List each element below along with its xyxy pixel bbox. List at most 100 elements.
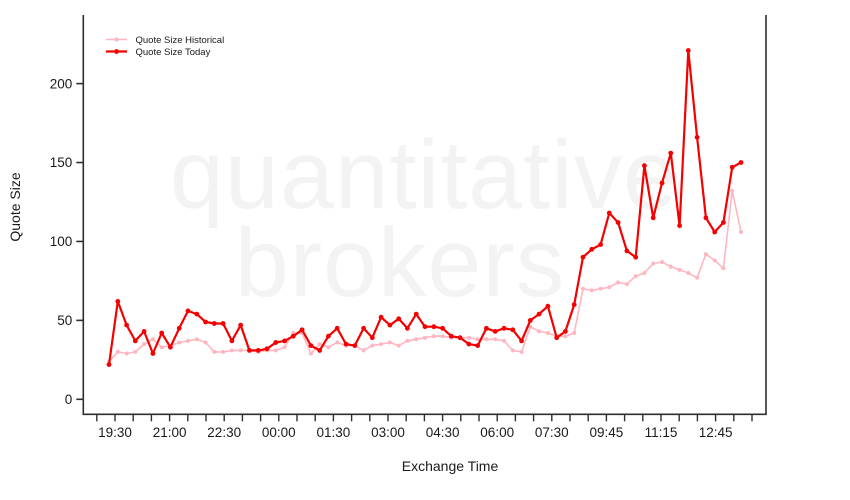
data-point <box>387 322 393 328</box>
data-point <box>493 337 498 342</box>
data-point <box>650 215 656 221</box>
data-point <box>677 223 682 229</box>
data-point <box>694 134 700 140</box>
data-point <box>326 345 331 350</box>
data-point <box>642 163 647 169</box>
data-point <box>730 188 735 193</box>
data-point <box>168 344 173 350</box>
data-point <box>378 314 384 320</box>
y-tick-label: 150 <box>50 155 73 170</box>
data-point <box>308 343 314 348</box>
data-point <box>686 271 691 275</box>
data-point <box>379 342 384 347</box>
data-point <box>387 340 392 345</box>
data-point <box>299 327 305 333</box>
data-point <box>177 340 182 345</box>
data-point <box>343 341 349 347</box>
x-tick-label: 03:00 <box>371 425 405 440</box>
x-tick-label: 00:00 <box>262 425 296 440</box>
data-point <box>317 348 323 353</box>
data-point <box>527 318 533 323</box>
data-point <box>703 252 708 257</box>
data-point <box>739 230 743 234</box>
data-point <box>405 325 410 331</box>
data-point <box>536 311 542 317</box>
data-point <box>142 342 147 347</box>
data-point <box>361 325 366 331</box>
data-point <box>545 331 550 335</box>
data-point <box>484 337 489 342</box>
data-point <box>642 271 647 275</box>
data-point <box>563 329 568 334</box>
legend-point-sample <box>114 49 119 54</box>
data-point <box>475 343 481 348</box>
data-point <box>571 302 577 307</box>
data-point <box>685 48 691 53</box>
data-point <box>221 349 226 354</box>
data-point <box>607 285 612 290</box>
data-point <box>413 311 419 317</box>
data-point <box>448 333 454 339</box>
data-point <box>238 322 244 328</box>
data-point <box>124 351 129 356</box>
x-axis-title: Exchange Time <box>402 458 499 474</box>
x-tick-label: 04:30 <box>426 425 460 440</box>
x-tick-label: 22:30 <box>207 425 241 440</box>
data-point <box>712 258 717 263</box>
data-point <box>537 329 542 334</box>
data-point <box>703 215 709 221</box>
data-point <box>519 338 524 344</box>
data-point <box>589 246 595 252</box>
watermark-line1: quantitative <box>170 120 678 229</box>
data-point <box>624 282 629 287</box>
series-quote-size-historical <box>107 188 743 364</box>
data-point <box>660 260 664 264</box>
data-point <box>115 349 120 354</box>
x-tick-label: 11:15 <box>645 425 678 440</box>
data-point <box>422 324 428 330</box>
data-point <box>563 334 568 339</box>
data-point <box>203 319 209 325</box>
data-point <box>185 308 191 314</box>
data-point <box>238 348 243 353</box>
data-point <box>203 340 208 345</box>
data-point <box>159 330 165 336</box>
data-point <box>369 335 375 341</box>
data-point <box>519 349 524 354</box>
data-point <box>326 333 331 339</box>
series-quote-size-today <box>106 48 744 367</box>
data-point <box>255 348 261 353</box>
data-point <box>502 338 506 343</box>
data-point <box>247 348 252 353</box>
data-point <box>510 348 515 353</box>
data-point <box>528 324 533 329</box>
data-point <box>668 150 674 156</box>
data-point <box>440 334 445 339</box>
data-point <box>396 316 402 322</box>
data-point <box>212 349 217 354</box>
data-point <box>282 345 287 350</box>
data-point <box>211 321 217 326</box>
y-tick-label: 200 <box>50 76 73 91</box>
data-point <box>133 349 138 354</box>
x-tick-label: 12:45 <box>699 425 733 440</box>
x-axis: 19:30 21:00 22:30 00:00 01:30 03:00 04:30 06:00… <box>96 414 753 474</box>
data-point <box>475 337 480 342</box>
y-axis-title: Quote Size <box>7 172 23 241</box>
data-point <box>150 337 155 342</box>
data-point <box>466 341 472 347</box>
y-tick-label: 50 <box>57 313 72 328</box>
data-point <box>220 321 226 326</box>
data-point <box>229 338 235 344</box>
data-point <box>440 325 445 331</box>
data-point <box>738 160 744 165</box>
data-point <box>405 338 410 343</box>
watermark-line2: brokers <box>235 208 565 317</box>
data-point <box>229 348 234 353</box>
data-point <box>668 264 673 269</box>
data-point <box>370 343 375 348</box>
data-point <box>633 254 639 260</box>
legend-label: Quote Size Historical <box>136 35 225 46</box>
data-point <box>423 335 427 340</box>
data-point <box>580 254 586 260</box>
